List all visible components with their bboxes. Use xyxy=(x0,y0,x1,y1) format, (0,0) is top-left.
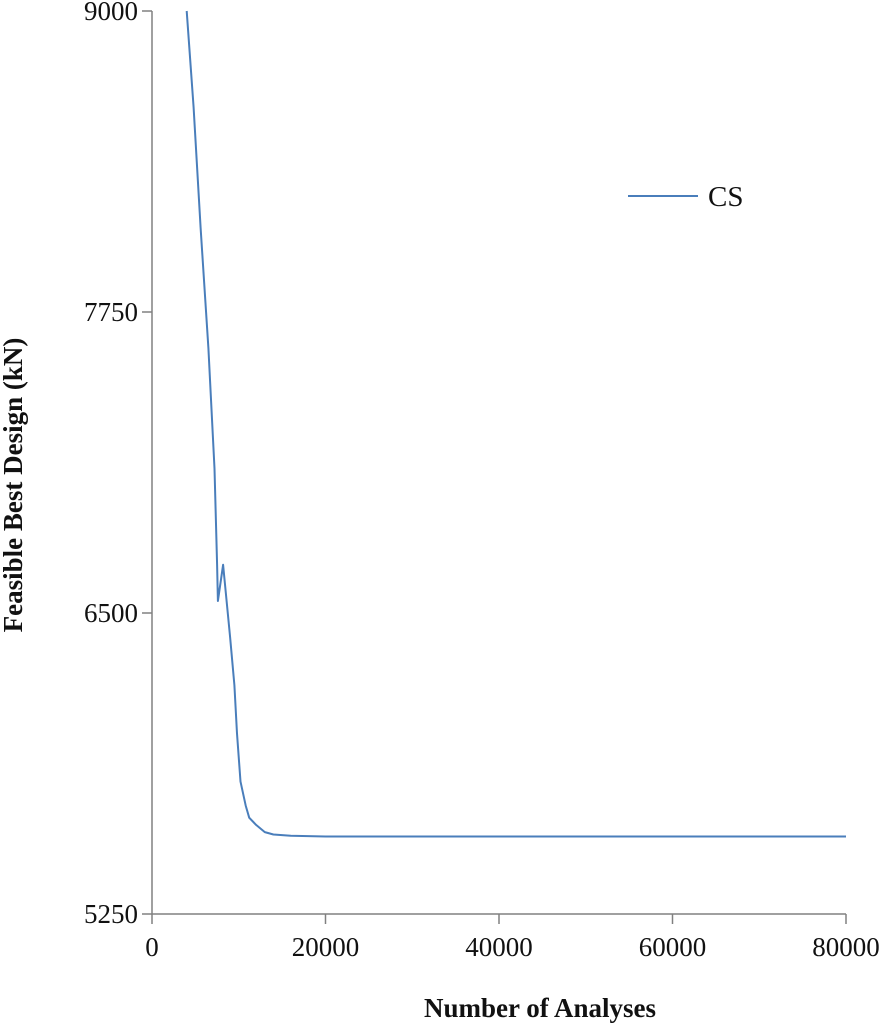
y-tick-label: 6500 xyxy=(84,598,138,628)
series-line-cs xyxy=(185,10,846,838)
x-tick-label: 0 xyxy=(145,932,159,962)
x-tick-label: 80000 xyxy=(812,932,880,962)
x-tick-label: 20000 xyxy=(292,932,360,962)
x-tick-label: 40000 xyxy=(465,932,533,962)
y-axis-title: Feasible Best Design (kN) xyxy=(0,338,28,633)
axes xyxy=(151,11,846,915)
legend: CS xyxy=(628,181,743,213)
series-layer xyxy=(185,10,846,838)
x-tick-label: 60000 xyxy=(639,932,707,962)
y-tick-label: 5250 xyxy=(84,899,138,929)
y-ticks: 5250 6500 7750 9000 xyxy=(84,0,152,929)
x-ticks: 0 20000 40000 60000 80000 xyxy=(145,914,880,962)
y-tick-label: 9000 xyxy=(84,0,138,26)
legend-label-cs: CS xyxy=(708,181,743,213)
x-axis-title: Number of Analyses xyxy=(424,993,656,1023)
y-tick-label: 7750 xyxy=(84,297,138,327)
